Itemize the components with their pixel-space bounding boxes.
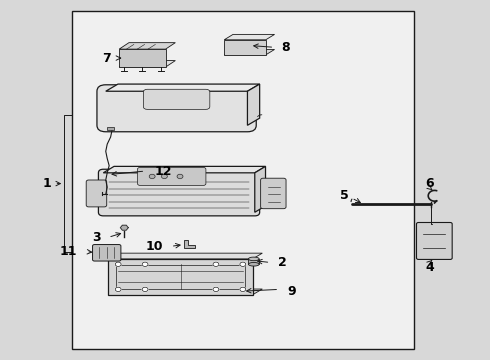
Ellipse shape (248, 262, 259, 266)
FancyBboxPatch shape (93, 244, 121, 261)
Text: 8: 8 (282, 41, 290, 54)
Text: 11: 11 (60, 245, 77, 258)
Text: 4: 4 (425, 261, 434, 274)
Bar (248, 259, 259, 264)
Bar (108, 259, 252, 295)
Circle shape (161, 174, 167, 179)
Polygon shape (108, 289, 262, 295)
Circle shape (213, 287, 219, 292)
Circle shape (177, 174, 183, 179)
Circle shape (115, 287, 121, 292)
Text: 12: 12 (155, 165, 172, 177)
Polygon shape (121, 225, 128, 230)
Circle shape (149, 174, 155, 179)
Circle shape (115, 262, 121, 266)
Text: 3: 3 (92, 231, 101, 244)
Polygon shape (255, 166, 266, 212)
Polygon shape (247, 84, 260, 125)
Polygon shape (184, 240, 195, 248)
Polygon shape (108, 253, 262, 259)
FancyBboxPatch shape (144, 89, 210, 109)
FancyBboxPatch shape (261, 178, 286, 209)
Bar (224, 40, 266, 55)
Text: 2: 2 (278, 256, 287, 269)
Polygon shape (224, 49, 274, 55)
Text: 9: 9 (287, 285, 295, 298)
Ellipse shape (248, 257, 259, 261)
Polygon shape (107, 127, 114, 130)
Polygon shape (106, 84, 260, 91)
FancyBboxPatch shape (86, 180, 107, 207)
Circle shape (142, 262, 148, 266)
Text: 10: 10 (146, 240, 163, 253)
Polygon shape (224, 35, 274, 40)
Text: 6: 6 (425, 177, 434, 190)
Circle shape (240, 262, 245, 266)
FancyBboxPatch shape (97, 85, 256, 132)
Polygon shape (119, 60, 175, 67)
Bar (72, 12, 414, 348)
Circle shape (240, 287, 245, 292)
FancyBboxPatch shape (138, 167, 206, 185)
Text: 7: 7 (102, 51, 111, 64)
FancyBboxPatch shape (98, 169, 260, 216)
Polygon shape (119, 49, 166, 67)
Text: 1: 1 (43, 177, 51, 190)
Polygon shape (119, 42, 175, 49)
FancyBboxPatch shape (416, 222, 452, 260)
Circle shape (213, 262, 219, 266)
Text: 5: 5 (340, 189, 348, 202)
Circle shape (142, 287, 148, 292)
Polygon shape (103, 166, 266, 173)
